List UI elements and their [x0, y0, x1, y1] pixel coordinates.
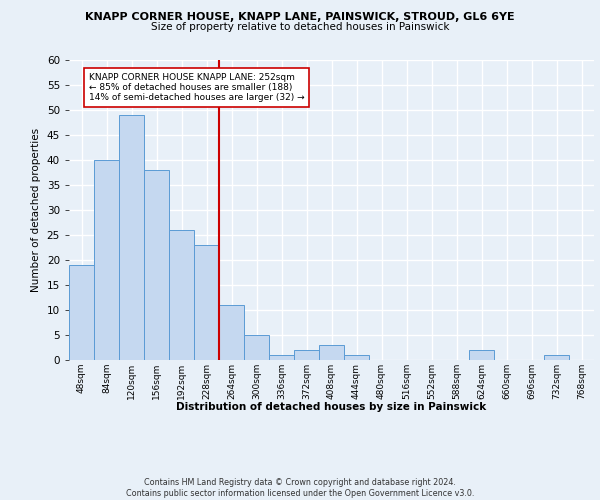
Bar	[94, 160, 119, 360]
Bar	[244, 335, 269, 360]
Text: Size of property relative to detached houses in Painswick: Size of property relative to detached ho…	[151, 22, 449, 32]
Bar	[294, 350, 319, 360]
Bar	[219, 305, 244, 360]
Bar	[169, 230, 194, 360]
Bar	[469, 350, 494, 360]
Bar	[319, 345, 344, 360]
Text: KNAPP CORNER HOUSE, KNAPP LANE, PAINSWICK, STROUD, GL6 6YE: KNAPP CORNER HOUSE, KNAPP LANE, PAINSWIC…	[85, 12, 515, 22]
Bar	[544, 355, 569, 360]
Text: Contains HM Land Registry data © Crown copyright and database right 2024.
Contai: Contains HM Land Registry data © Crown c…	[126, 478, 474, 498]
Bar	[119, 115, 144, 360]
Bar	[194, 245, 219, 360]
Y-axis label: Number of detached properties: Number of detached properties	[31, 128, 41, 292]
Bar	[144, 170, 169, 360]
Text: KNAPP CORNER HOUSE KNAPP LANE: 252sqm
← 85% of detached houses are smaller (188): KNAPP CORNER HOUSE KNAPP LANE: 252sqm ← …	[89, 72, 305, 102]
Bar	[269, 355, 294, 360]
Text: Distribution of detached houses by size in Painswick: Distribution of detached houses by size …	[176, 402, 487, 412]
Bar	[69, 265, 94, 360]
Bar	[344, 355, 369, 360]
